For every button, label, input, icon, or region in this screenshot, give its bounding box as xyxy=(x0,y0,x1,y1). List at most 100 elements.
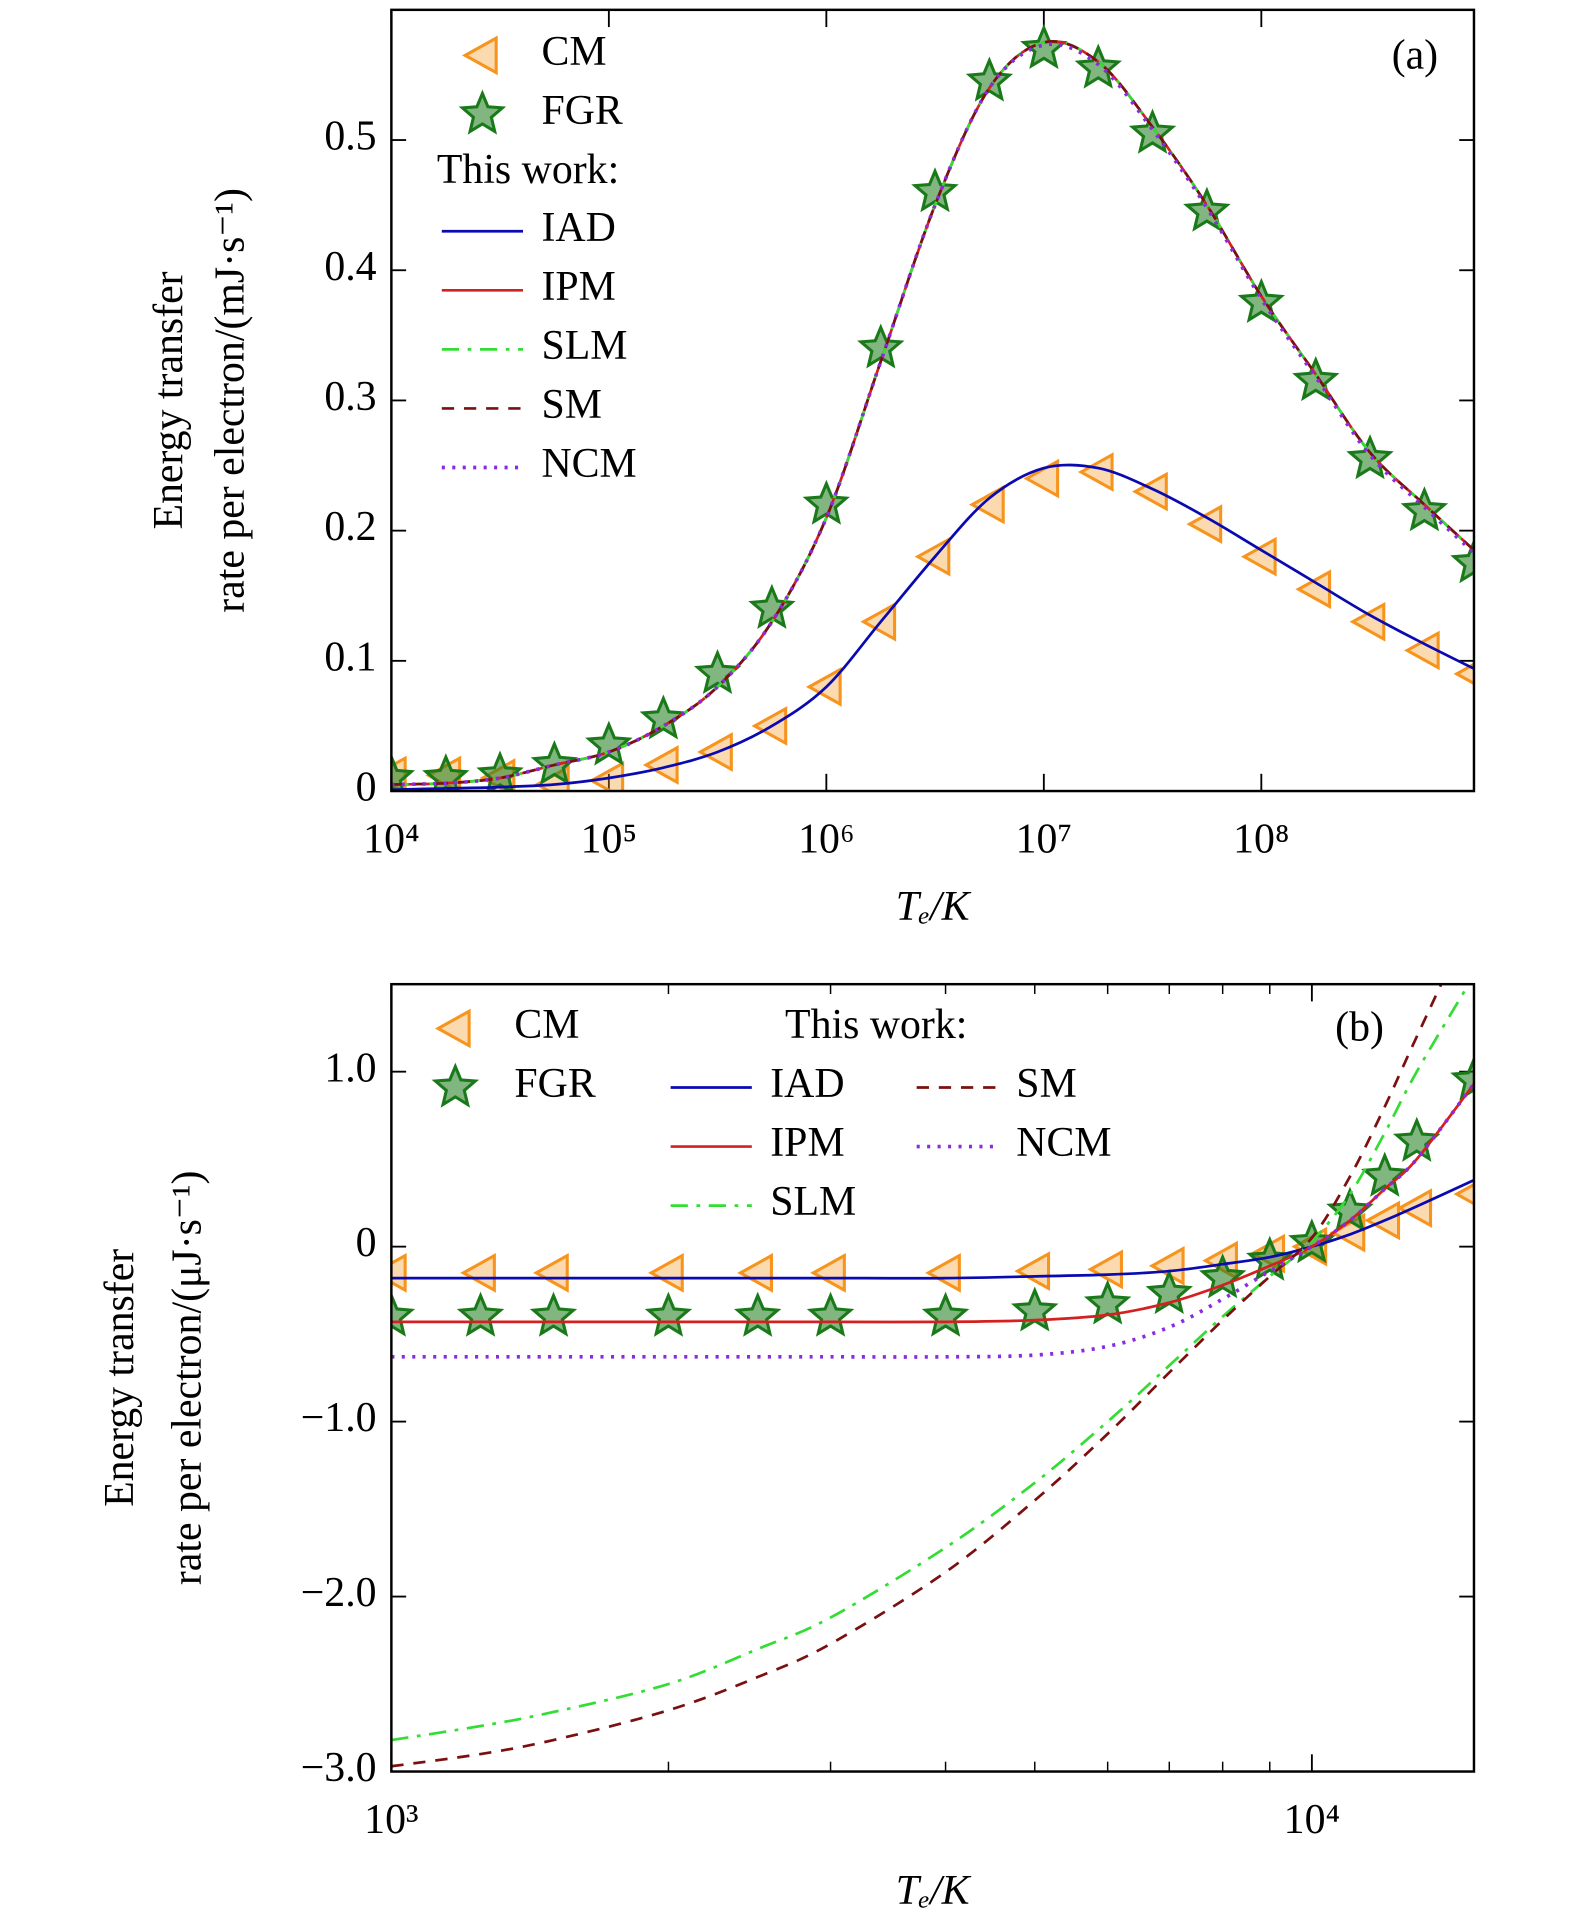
star-marker xyxy=(748,583,796,629)
star-marker xyxy=(644,1291,693,1337)
star-marker xyxy=(639,694,687,740)
y-tick-label: 0 xyxy=(356,1220,377,1266)
legend-heading: This work: xyxy=(437,147,619,193)
star-marker xyxy=(965,56,1014,102)
legend-label: IPM xyxy=(541,264,615,310)
x-tick-label: 10⁴ xyxy=(1284,1797,1340,1843)
y-tick-label: 0.2 xyxy=(324,504,376,550)
line xyxy=(391,1083,1474,1324)
triangle-marker xyxy=(810,1253,846,1293)
y-tick-label: 0.3 xyxy=(324,374,376,420)
star-marker xyxy=(456,1291,505,1337)
triangle-marker xyxy=(1453,662,1474,686)
star-marker xyxy=(693,649,742,695)
x-tick-label: 10³ xyxy=(364,1797,418,1843)
triangle-marker xyxy=(533,1253,569,1293)
chart: −3.0 −2.0 −1.0 0 1.0 10³ 10⁴ Tₑ/K Energy transfe… xyxy=(97,982,1476,1914)
line xyxy=(391,1082,1474,1359)
triangle-marker xyxy=(925,1253,961,1293)
y-axis-label: Energy transfer xyxy=(146,271,192,529)
legend-label: SM xyxy=(1016,1061,1076,1107)
legend: This work: CM FGR IAD IPM SLM SM NCM xyxy=(431,1002,1112,1225)
line xyxy=(391,984,1443,1768)
star-marker xyxy=(734,1291,782,1337)
star-marker xyxy=(1074,43,1122,89)
y-tick-label: 0.4 xyxy=(324,244,376,290)
legend-label: SLM xyxy=(770,1179,856,1225)
y-axis-label: Energy transfer xyxy=(97,1249,143,1507)
panel-label: (b) xyxy=(1335,1005,1384,1051)
legend-label: FGR xyxy=(514,1061,595,1107)
plot-frame xyxy=(390,982,1476,1773)
y-tick-label: −3.0 xyxy=(301,1745,377,1791)
star-marker xyxy=(1361,1151,1409,1197)
line xyxy=(391,463,1474,792)
chart: 0 0.1 0.2 0.3 0.4 0.5 10⁴ 10⁵ 10⁶ 10⁷ 10⁸ Tₑ/K Energ… xyxy=(146,8,1476,930)
star-marker xyxy=(1199,1253,1247,1299)
y-tick-label: 0 xyxy=(356,765,377,811)
y-tick-label: 1.0 xyxy=(324,1045,376,1091)
y-tick-label: −1.0 xyxy=(301,1395,377,1441)
triangle-marker xyxy=(1014,1251,1051,1291)
y-tick-label: 0.5 xyxy=(324,114,376,160)
star-marker xyxy=(806,1291,855,1337)
y-tick-label: 0.1 xyxy=(324,634,376,680)
x-tick-label: 10⁴ xyxy=(363,816,419,862)
legend-label: NCM xyxy=(1016,1120,1111,1166)
x-tick-label: 10⁸ xyxy=(1233,816,1289,862)
x-axis-label: Tₑ/K xyxy=(896,884,972,930)
y-tick-label: −2.0 xyxy=(301,1570,377,1616)
plot-area xyxy=(391,24,1474,792)
triangle-marker xyxy=(1453,1182,1474,1206)
plot-area xyxy=(391,984,1474,1768)
star-marker xyxy=(476,750,524,792)
triangle-marker xyxy=(969,484,1005,525)
star-marker xyxy=(1450,538,1474,584)
y-axis-label: rate per electron/(mJ·s⁻¹) xyxy=(207,188,253,613)
star-marker xyxy=(585,720,633,766)
triangle-marker xyxy=(648,1253,684,1293)
x-axis-label: Tₑ/K xyxy=(896,1868,972,1914)
legend-label: SLM xyxy=(541,323,627,369)
y-axis-label: rate per electron/(μJ·s⁻¹) xyxy=(164,1171,210,1586)
triangle-marker xyxy=(391,1253,407,1293)
triangle-marker xyxy=(1132,471,1168,512)
legend-label: IAD xyxy=(541,205,615,251)
star-marker xyxy=(921,1291,970,1337)
line xyxy=(391,42,1474,787)
star-marker xyxy=(911,167,959,213)
legend-label: IAD xyxy=(770,1061,844,1107)
star-marker xyxy=(391,1291,416,1337)
plot-frame xyxy=(390,8,1476,793)
legend-marker xyxy=(462,35,498,76)
star-marker xyxy=(529,1291,578,1337)
triangle-marker xyxy=(460,1253,496,1293)
legend-marker xyxy=(434,1008,471,1049)
legend-marker xyxy=(431,1062,480,1108)
star-marker xyxy=(530,740,579,786)
legend-label: SM xyxy=(541,382,601,428)
legend-label: CM xyxy=(514,1002,579,1048)
triangle-marker xyxy=(1087,1249,1123,1290)
legend-label: IPM xyxy=(770,1120,844,1166)
x-tick-label: 10⁵ xyxy=(581,816,637,862)
legend-label: FGR xyxy=(541,88,622,134)
legend: This work: CM FGR IAD IPM SLM SM NCM xyxy=(437,29,637,487)
panel-label: (a) xyxy=(1392,33,1438,79)
star-marker xyxy=(1450,1055,1474,1101)
line xyxy=(391,40,1474,786)
line xyxy=(391,984,1471,1742)
x-tick-label: 10⁷ xyxy=(1016,816,1072,862)
legend-heading: This work: xyxy=(785,1002,967,1048)
star-marker xyxy=(1393,1116,1441,1162)
line xyxy=(391,1178,1474,1280)
triangle-marker xyxy=(737,1253,773,1293)
x-tick-label: 10⁶ xyxy=(798,816,854,862)
legend-marker xyxy=(458,89,507,135)
legend-label: CM xyxy=(541,29,606,75)
legend-label: NCM xyxy=(541,441,636,487)
star-marker xyxy=(391,753,416,792)
